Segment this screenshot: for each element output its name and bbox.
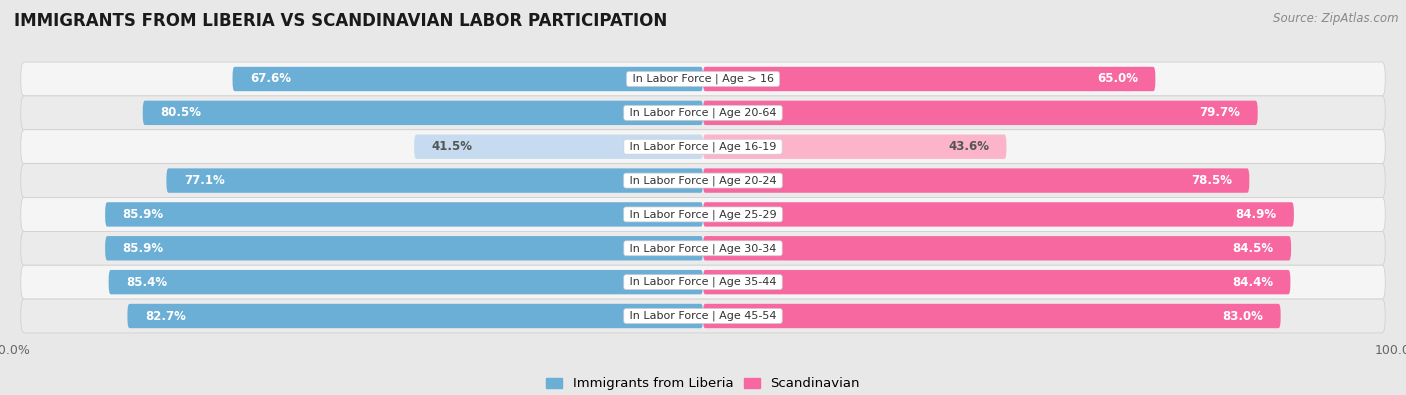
FancyBboxPatch shape [703,168,1250,193]
FancyBboxPatch shape [703,67,1156,91]
Text: 84.4%: 84.4% [1232,276,1272,289]
Text: In Labor Force | Age 20-24: In Labor Force | Age 20-24 [626,175,780,186]
Text: 84.5%: 84.5% [1233,242,1274,255]
FancyBboxPatch shape [143,101,703,125]
FancyBboxPatch shape [703,270,1291,294]
FancyBboxPatch shape [108,270,703,294]
FancyBboxPatch shape [21,198,1385,231]
Text: In Labor Force | Age 20-64: In Labor Force | Age 20-64 [626,107,780,118]
FancyBboxPatch shape [21,299,1385,333]
Text: 84.9%: 84.9% [1236,208,1277,221]
Legend: Immigrants from Liberia, Scandinavian: Immigrants from Liberia, Scandinavian [541,372,865,395]
Text: In Labor Force | Age > 16: In Labor Force | Age > 16 [628,74,778,84]
FancyBboxPatch shape [105,202,703,227]
Text: 85.9%: 85.9% [122,242,163,255]
Text: In Labor Force | Age 45-54: In Labor Force | Age 45-54 [626,311,780,321]
FancyBboxPatch shape [415,135,703,159]
FancyBboxPatch shape [166,168,703,193]
FancyBboxPatch shape [21,96,1385,130]
FancyBboxPatch shape [703,236,1291,260]
Text: 67.6%: 67.6% [250,73,291,85]
FancyBboxPatch shape [703,135,1007,159]
Text: 41.5%: 41.5% [432,140,472,153]
FancyBboxPatch shape [21,265,1385,299]
Text: In Labor Force | Age 35-44: In Labor Force | Age 35-44 [626,277,780,288]
Text: 83.0%: 83.0% [1222,310,1263,322]
Text: Source: ZipAtlas.com: Source: ZipAtlas.com [1274,12,1399,25]
FancyBboxPatch shape [703,101,1258,125]
Text: 82.7%: 82.7% [145,310,186,322]
FancyBboxPatch shape [128,304,703,328]
FancyBboxPatch shape [703,304,1281,328]
Text: 65.0%: 65.0% [1097,73,1137,85]
FancyBboxPatch shape [21,164,1385,198]
Text: 77.1%: 77.1% [184,174,225,187]
Text: In Labor Force | Age 16-19: In Labor Force | Age 16-19 [626,141,780,152]
FancyBboxPatch shape [105,236,703,260]
Text: 80.5%: 80.5% [160,106,201,119]
Text: In Labor Force | Age 25-29: In Labor Force | Age 25-29 [626,209,780,220]
Text: 85.4%: 85.4% [127,276,167,289]
FancyBboxPatch shape [703,202,1294,227]
Text: 85.9%: 85.9% [122,208,163,221]
Text: 78.5%: 78.5% [1191,174,1232,187]
FancyBboxPatch shape [232,67,703,91]
FancyBboxPatch shape [21,231,1385,265]
Text: 79.7%: 79.7% [1199,106,1240,119]
Text: 43.6%: 43.6% [948,140,988,153]
FancyBboxPatch shape [21,62,1385,96]
FancyBboxPatch shape [21,130,1385,164]
Text: IMMIGRANTS FROM LIBERIA VS SCANDINAVIAN LABOR PARTICIPATION: IMMIGRANTS FROM LIBERIA VS SCANDINAVIAN … [14,12,668,30]
Text: In Labor Force | Age 30-34: In Labor Force | Age 30-34 [626,243,780,254]
